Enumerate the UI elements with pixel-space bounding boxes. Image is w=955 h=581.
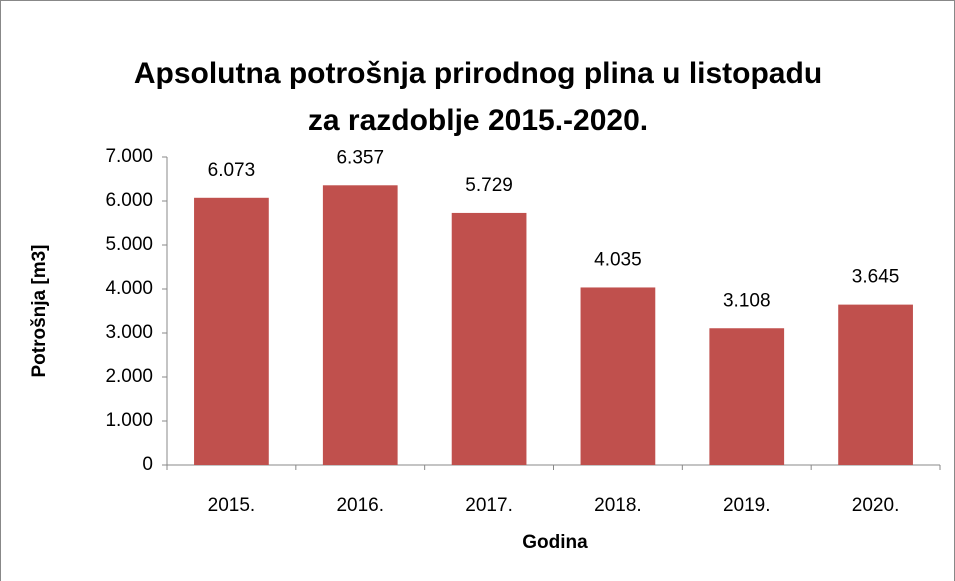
- data-label: 5.729: [465, 175, 513, 196]
- bar: [194, 197, 269, 465]
- y-tick-label: 0: [142, 454, 153, 475]
- x-tick-label: 2016.: [336, 495, 384, 516]
- data-label: 6.357: [336, 147, 384, 168]
- chart-title: Apsolutna potrošnja prirodnog plina u li…: [134, 57, 822, 90]
- data-label: 6.073: [208, 160, 256, 181]
- bar: [709, 328, 785, 465]
- bar: [322, 185, 398, 466]
- y-tick-label: 3.000: [105, 322, 153, 343]
- y-axis-title: Potrošnja [m3]: [29, 244, 50, 377]
- bar: [838, 304, 913, 465]
- y-tick-label: 1.000: [105, 410, 153, 431]
- y-tick-label: 7.000: [105, 146, 153, 167]
- data-label: 3.645: [852, 267, 900, 288]
- y-tick-label: 4.000: [105, 278, 153, 299]
- x-tick-label: 2020.: [852, 495, 900, 516]
- x-tick-label: 2015.: [208, 495, 256, 516]
- x-tick-label: 2018.: [594, 495, 642, 516]
- data-label: 3.108: [723, 290, 771, 311]
- bar: [451, 212, 527, 465]
- y-tick-label: 6.000: [105, 190, 153, 211]
- x-axis-title: Godina: [522, 532, 588, 553]
- data-label: 4.035: [594, 249, 642, 270]
- bar: [580, 287, 656, 465]
- chart-title: za razdoblje 2015.-2020.: [308, 104, 648, 137]
- x-tick-label: 2017.: [465, 495, 513, 516]
- x-tick-label: 2019.: [723, 495, 771, 516]
- y-tick-label: 5.000: [105, 234, 153, 255]
- y-tick-label: 2.000: [105, 366, 153, 387]
